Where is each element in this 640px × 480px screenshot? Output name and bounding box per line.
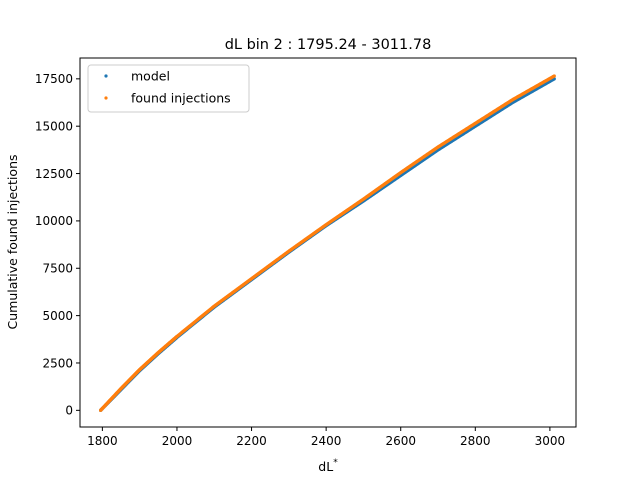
y-tick-label: 12500 [35, 167, 73, 181]
y-tick-label: 10000 [35, 214, 73, 228]
series-1 [99, 74, 556, 412]
y-axis-label: Cumulative found injections [5, 154, 20, 329]
y-tick-label: 7500 [42, 262, 73, 276]
x-axis-label-text: dL [318, 459, 333, 474]
y-tick-label: 0 [65, 404, 73, 418]
x-axis-label-superscript: * [333, 458, 338, 468]
x-tick-label: 3000 [535, 434, 566, 448]
data-point [552, 74, 556, 78]
legend-marker-model [104, 74, 108, 78]
y-tick-label: 5000 [42, 309, 73, 323]
y-axis: 0 2500 5000 7500 10000 12500 15000 17500 [35, 72, 80, 418]
legend-marker-found-injections [104, 96, 108, 100]
legend-box [87, 64, 250, 113]
x-tick-label: 2600 [385, 434, 416, 448]
x-tick-label: 2400 [311, 434, 342, 448]
series-layer [99, 74, 556, 412]
legend: model found injections [87, 64, 250, 113]
legend-label-model: model [131, 69, 170, 84]
y-tick-label: 15000 [35, 119, 73, 133]
x-tick-label: 2800 [460, 434, 491, 448]
x-tick-label: 2200 [236, 434, 267, 448]
legend-label-found-injections: found injections [131, 91, 231, 106]
x-tick-label: 2000 [162, 434, 193, 448]
y-tick-label: 17500 [35, 72, 73, 86]
x-axis-label: dL* [318, 458, 338, 474]
x-axis: 1800 2000 2200 2400 2600 2800 3000 [87, 427, 565, 448]
chart-title: dL bin 2 : 1795.24 - 3011.78 [225, 37, 432, 53]
x-tick-label: 1800 [87, 434, 118, 448]
plot-frame [79, 57, 577, 428]
y-tick-label: 2500 [42, 356, 73, 370]
